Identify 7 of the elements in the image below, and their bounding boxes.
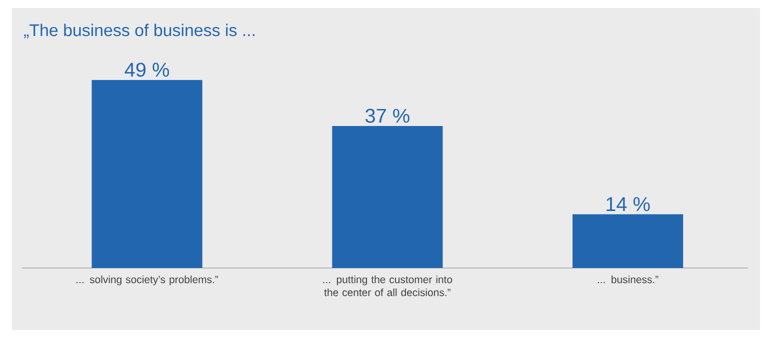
data-label: 49 % <box>124 62 169 77</box>
data-label: 14 % <box>606 197 650 212</box>
chart-title: „The business of business is ... <box>24 24 254 38</box>
x-tick-label: ... business.” <box>598 276 658 284</box>
data-label: 37 % <box>365 108 410 123</box>
x-tick-label: ... solving society’s problems.” <box>76 276 218 286</box>
x-tick-label: ... putting the customer into the center of all decisions.” <box>323 276 452 296</box>
